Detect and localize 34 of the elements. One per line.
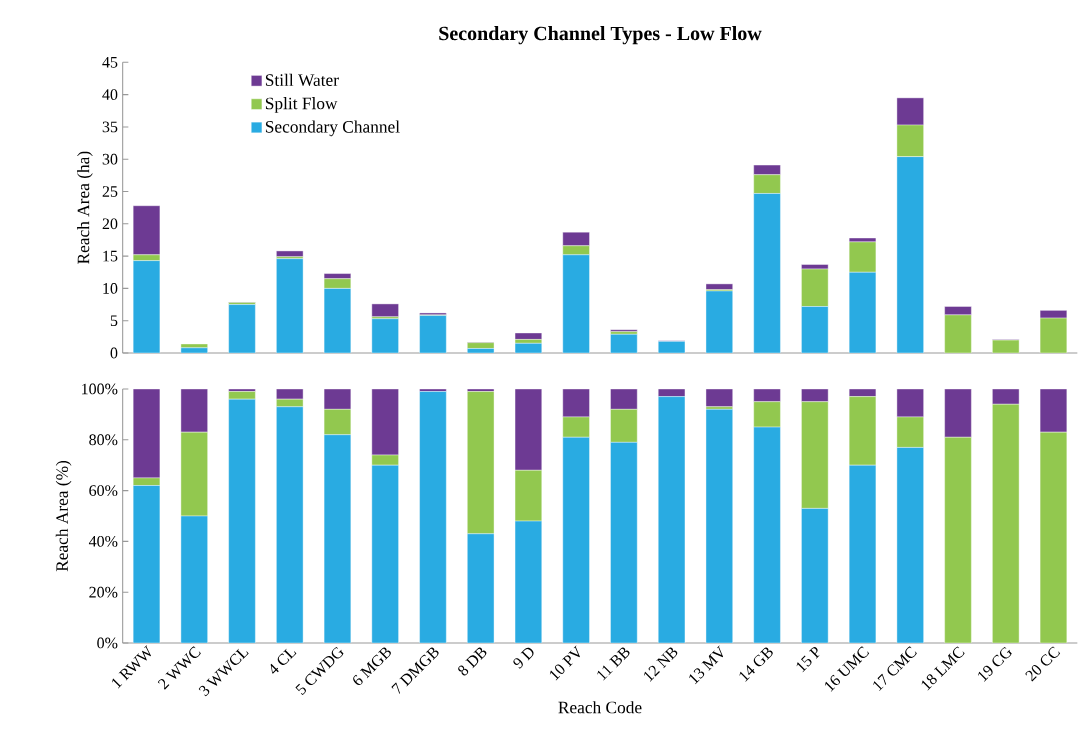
x-tick-label: 13 MV bbox=[689, 645, 724, 685]
x-tick-label: 11 BB bbox=[597, 647, 630, 681]
x-tick-label: 9 D bbox=[513, 647, 534, 669]
x-tick-label: 19 CG bbox=[978, 646, 1012, 682]
x-tick-label: 4 CL bbox=[270, 648, 297, 674]
x-tick-label: 8 DB bbox=[458, 647, 487, 676]
y-tick-label: 15 bbox=[103, 250, 118, 262]
y-tick-label: 40% bbox=[88, 535, 118, 547]
x-axis-title: Reach Code bbox=[558, 701, 642, 714]
y-tick-label: 40 bbox=[102, 89, 118, 101]
y-tick-label: 80% bbox=[89, 434, 118, 446]
y-axis-title: Reach Area (ha) bbox=[77, 151, 93, 264]
y-tick-label: 30 bbox=[102, 153, 118, 165]
y-tick-label: 0 bbox=[110, 347, 118, 359]
y-tick-label: 20 bbox=[102, 218, 118, 230]
legend-label: Still Water bbox=[265, 73, 339, 87]
chart-title: Secondary Channel Types - Low Flow bbox=[439, 26, 762, 45]
x-tick-label: 20 CC bbox=[1025, 646, 1061, 682]
x-tick-label: 14 GB bbox=[739, 647, 773, 682]
y-tick-label: 0% bbox=[97, 637, 118, 649]
legend-label: Split Flow bbox=[265, 97, 338, 113]
y-axis-title: Reach Area (%) bbox=[55, 460, 72, 572]
y-tick-label: 10 bbox=[103, 283, 118, 294]
y-tick-label: 25 bbox=[102, 186, 118, 197]
y-tick-label: 5 bbox=[110, 315, 118, 327]
x-tick-label: 12 NB bbox=[644, 647, 678, 682]
x-tick-label: 10 PV bbox=[549, 645, 580, 681]
y-tick-label: 45 bbox=[102, 56, 118, 68]
y-tick-label: 35 bbox=[102, 121, 118, 133]
y-tick-label: 60% bbox=[89, 485, 118, 497]
y-tick-label: 20% bbox=[89, 586, 118, 598]
x-tick-label: 15 P bbox=[796, 647, 820, 673]
legend-label: Secondary Channel bbox=[265, 120, 400, 137]
y-tick-label: 100% bbox=[82, 383, 118, 395]
